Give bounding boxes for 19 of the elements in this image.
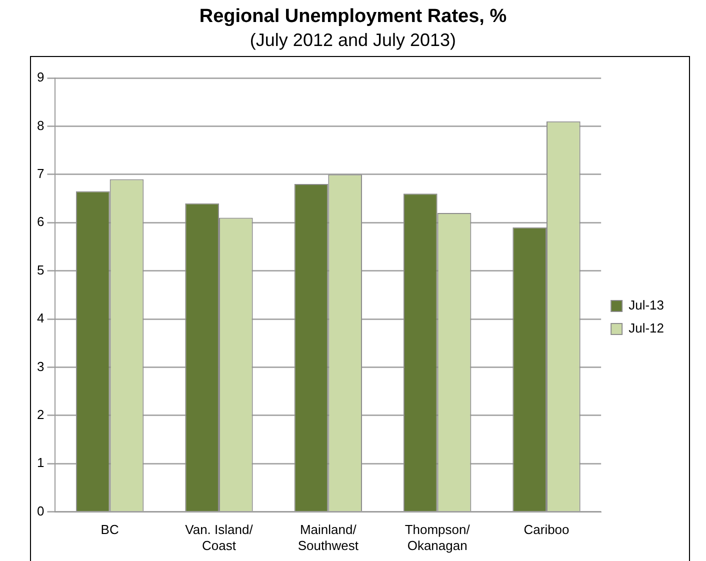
y-tick-label: 2 xyxy=(36,406,44,422)
y-tick-label: 6 xyxy=(36,214,44,230)
y-tick-label: 8 xyxy=(36,118,44,133)
y-tick-label: 4 xyxy=(36,310,44,326)
chart-title: Regional Unemployment Rates, % xyxy=(198,6,508,28)
x-tick-label: Van. Island/ Coast xyxy=(185,522,254,553)
x-tick-label: BC xyxy=(100,522,119,538)
y-tick-label: 7 xyxy=(36,166,44,181)
y-tick-label: 5 xyxy=(36,262,44,278)
x-tick-label: Mainland/ Southwest xyxy=(298,522,359,553)
x-tick-label: Thompson/ Okanagan xyxy=(404,522,470,553)
chart-subtitle: (July 2012 and July 2013) xyxy=(248,30,458,51)
x-tick-label: Cariboo xyxy=(524,522,570,538)
y-tick-label: 3 xyxy=(36,358,44,374)
y-tick-label: 0 xyxy=(36,503,44,518)
legend-label: Jul-13 xyxy=(628,298,664,313)
y-tick-label: 1 xyxy=(36,455,44,470)
legend-label: Jul-12 xyxy=(628,320,664,336)
y-tick-label: 9 xyxy=(36,70,44,85)
